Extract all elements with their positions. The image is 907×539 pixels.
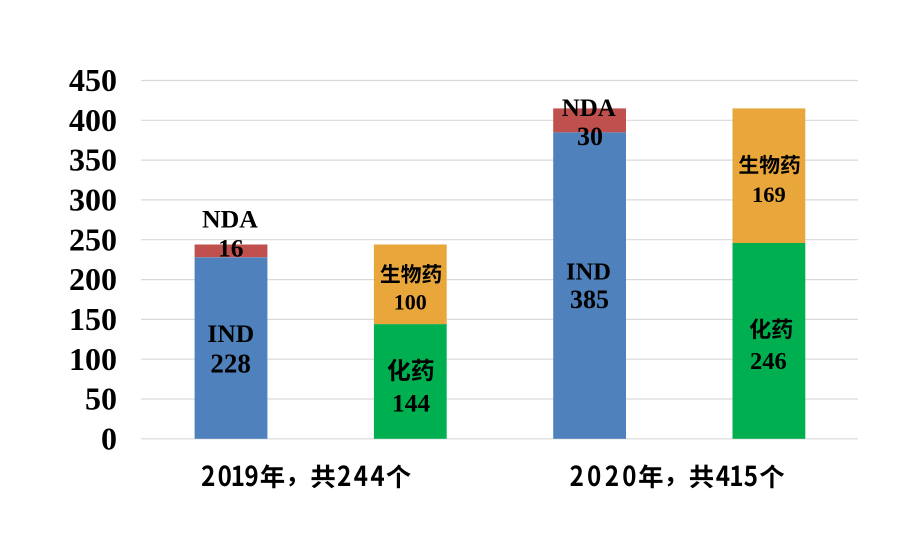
svg-text:246: 246: [750, 348, 787, 375]
svg-text:IND: IND: [566, 258, 611, 285]
svg-text:30: 30: [577, 122, 603, 151]
svg-text:100: 100: [69, 341, 117, 377]
svg-text:50: 50: [85, 381, 117, 417]
svg-text:385: 385: [570, 285, 609, 314]
svg-text:169: 169: [752, 182, 786, 207]
svg-text:300: 300: [69, 182, 117, 218]
svg-text:150: 150: [69, 301, 117, 337]
svg-text:NDA: NDA: [562, 95, 616, 122]
svg-text:400: 400: [69, 102, 117, 138]
svg-text:NDA: NDA: [202, 205, 258, 234]
svg-text:200: 200: [69, 261, 117, 297]
svg-text:16: 16: [218, 233, 244, 262]
svg-text:100: 100: [394, 290, 427, 315]
svg-text:228: 228: [210, 348, 251, 378]
svg-text:350: 350: [69, 142, 117, 178]
svg-text:250: 250: [69, 221, 117, 257]
svg-text:IND: IND: [207, 319, 254, 348]
svg-text:450: 450: [69, 62, 117, 98]
svg-text:0: 0: [101, 420, 117, 456]
svg-text:144: 144: [392, 389, 431, 418]
